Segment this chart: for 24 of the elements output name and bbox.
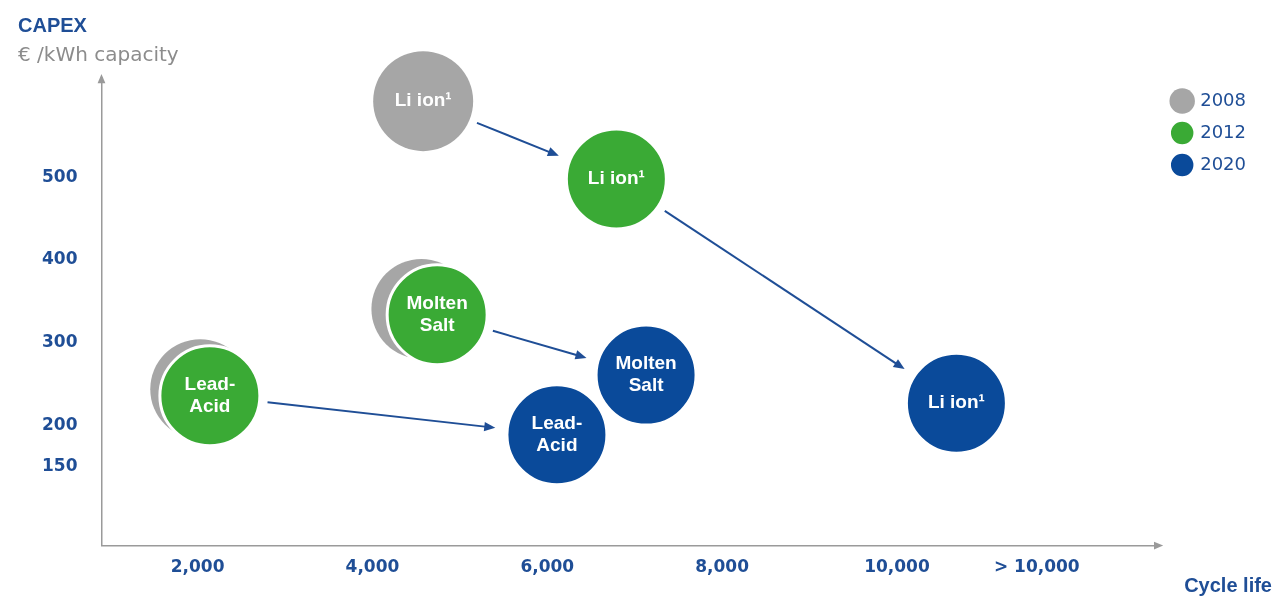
- annotation: Lead-Acid: [184, 373, 236, 417]
- annotation: Li ion¹: [394, 89, 452, 111]
- y-tick-label: 400: [41, 248, 78, 269]
- annotation: Li ion¹: [587, 167, 645, 189]
- y-tick-label: 150: [41, 455, 78, 476]
- y-tick-label: 200: [41, 414, 78, 435]
- annotation: Molten Salt: [406, 291, 468, 335]
- x-tick-label: 10,000: [864, 556, 930, 577]
- legend-label: 2020: [1200, 152, 1246, 174]
- legend-label: 2008: [1200, 88, 1246, 110]
- annotation: Lead-Acid: [531, 411, 583, 455]
- x-tick-label: 8,000: [695, 556, 750, 577]
- legend-label: 2012: [1200, 120, 1246, 142]
- x-tick-label: 4,000: [345, 556, 400, 577]
- y-tick-label: 300: [41, 331, 78, 352]
- text: € /kWh capacity: [18, 42, 179, 67]
- x-tick-label: > 10,000: [993, 556, 1080, 577]
- x-tick-label: 6,000: [520, 556, 575, 577]
- annotation: Molten Salt: [615, 352, 677, 396]
- y-axis-title: CAPEX: [18, 13, 88, 36]
- annotation: Li ion¹: [927, 391, 985, 413]
- x-tick-label: 2,000: [170, 556, 225, 577]
- x-axis-title: Cycle life: [1184, 573, 1272, 596]
- y-tick-label: 500: [41, 165, 78, 186]
